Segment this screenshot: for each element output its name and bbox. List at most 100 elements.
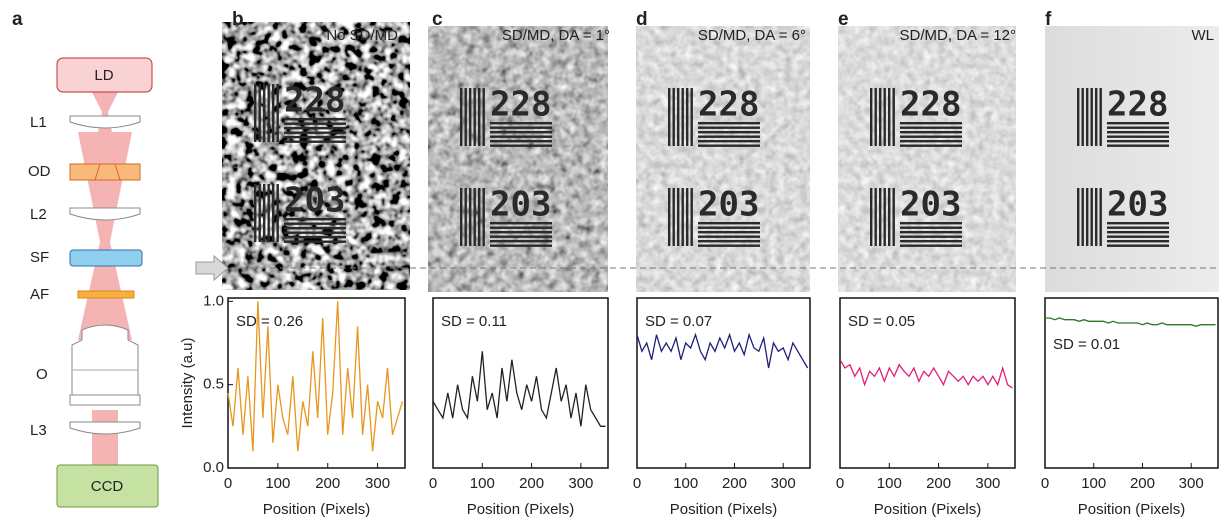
laser xyxy=(56,57,153,93)
target-bar xyxy=(1077,188,1080,246)
target-bar xyxy=(272,84,275,142)
sd-annotation: SD = 0.26 xyxy=(236,313,303,330)
target-bar xyxy=(1107,144,1169,147)
lens xyxy=(69,115,141,129)
target-bar xyxy=(490,126,552,129)
target-bar xyxy=(1107,231,1169,234)
data-line xyxy=(1045,317,1216,327)
target-bar xyxy=(672,88,675,146)
arrow xyxy=(195,254,229,282)
target-bar xyxy=(276,184,279,242)
target-bar xyxy=(879,88,882,146)
x-tick-label: 100 xyxy=(1081,475,1106,492)
target-bar xyxy=(284,118,346,121)
target-bar xyxy=(460,88,463,146)
target-bar xyxy=(1107,244,1169,247)
target-number: 228 xyxy=(900,85,961,125)
target-bar xyxy=(469,88,472,146)
x-tick-label: 0 xyxy=(633,475,641,492)
plot-frame xyxy=(432,297,609,469)
target-bar xyxy=(490,226,552,229)
node-label: LD xyxy=(94,67,113,84)
node-label: L1 xyxy=(30,114,47,131)
x-axis-label: Position (Pixels) xyxy=(1078,501,1186,518)
target-bar xyxy=(284,122,346,125)
target-bar xyxy=(900,135,962,138)
target-bar xyxy=(258,84,261,142)
target-bar xyxy=(668,88,671,146)
target-number: 228 xyxy=(284,81,345,121)
target-number: 228 xyxy=(1107,85,1168,125)
beam xyxy=(78,132,132,242)
target-bar xyxy=(900,244,962,247)
target-bar xyxy=(698,140,760,143)
x-tick-label: 200 xyxy=(926,475,951,492)
images: 228 203 228 203 228 203 228 203 228 203 xyxy=(222,22,1219,292)
target-bar xyxy=(1086,88,1089,146)
target-bar xyxy=(1107,222,1169,225)
target-bar xyxy=(698,122,760,125)
x-tick-label: 0 xyxy=(429,475,437,492)
target-number: 228 xyxy=(698,85,759,125)
target-bar xyxy=(1107,226,1169,229)
target-bar xyxy=(883,188,886,246)
target-bar xyxy=(900,235,962,238)
target-bar xyxy=(284,236,346,239)
target-bar xyxy=(482,88,485,146)
target-bar xyxy=(1095,88,1098,146)
target-bar xyxy=(482,188,485,246)
panel-label: d xyxy=(636,9,648,30)
x-axis-label: Position (Pixels) xyxy=(874,501,982,518)
node-label: CCD xyxy=(91,478,124,495)
beam xyxy=(92,410,118,465)
lens xyxy=(69,207,141,221)
target-bar xyxy=(686,88,689,146)
x-tick-label: 100 xyxy=(673,475,698,492)
target-bar xyxy=(892,88,895,146)
panel-label: a xyxy=(12,9,23,30)
target-number: 203 xyxy=(1107,185,1168,225)
y-tick-label: 0.5 xyxy=(203,376,224,393)
spatial-filter xyxy=(69,249,143,267)
node-label: SF xyxy=(30,249,49,266)
x-tick-label: 300 xyxy=(1179,475,1204,492)
target-bar xyxy=(900,226,962,229)
sd-annotation: SD = 0.11 xyxy=(441,313,507,330)
target-bar xyxy=(681,88,684,146)
node-label: O xyxy=(36,366,48,383)
target-bar xyxy=(276,84,279,142)
speckle-image xyxy=(1045,26,1219,292)
target-bar xyxy=(698,226,760,229)
target-bar xyxy=(1107,140,1169,143)
target-bar xyxy=(681,188,684,246)
target-bar xyxy=(473,88,476,146)
target-bar xyxy=(464,88,467,146)
target-bar xyxy=(284,127,346,130)
x-axis-label: Position (Pixels) xyxy=(263,501,371,518)
x-tick-label: 0 xyxy=(836,475,844,492)
x-tick-label: 100 xyxy=(877,475,902,492)
plot-frame xyxy=(1044,297,1219,469)
speckle-image xyxy=(428,26,608,292)
target-bar xyxy=(870,88,873,146)
aperture xyxy=(77,290,135,299)
target-bar xyxy=(900,131,962,134)
panel-title: SD/MD, DA = 12° xyxy=(900,27,1016,44)
target-bar xyxy=(258,184,261,242)
target-bar xyxy=(677,88,680,146)
target-bar xyxy=(698,135,760,138)
camera xyxy=(56,464,159,508)
target-bar xyxy=(1107,135,1169,138)
target-bar xyxy=(870,188,873,246)
data-line xyxy=(636,332,809,369)
target-bar xyxy=(888,88,891,146)
beam xyxy=(92,92,118,132)
target-number: 203 xyxy=(490,185,551,225)
target-bar xyxy=(698,231,760,234)
target-bar xyxy=(900,144,962,147)
node-label: AF xyxy=(30,286,49,303)
x-tick-label: 100 xyxy=(265,475,290,492)
target-bar xyxy=(473,188,476,246)
target-bar xyxy=(490,140,552,143)
